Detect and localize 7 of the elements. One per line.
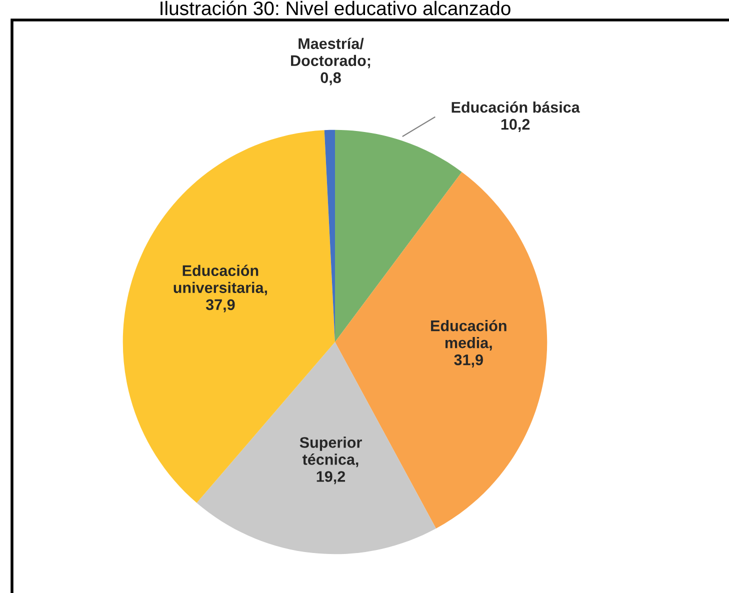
slice-label: Educación media, 31,9: [431, 320, 506, 368]
slice-label: Educación básica 10,2: [452, 101, 580, 132]
slice-label: Maestría/ Doctorado; 0,8: [291, 38, 370, 86]
slice-label: Superior técnica, 19,2: [300, 436, 362, 484]
pie-slice: [196, 342, 436, 554]
slice-label: Educación universitaria, 37,9: [174, 264, 267, 312]
chart-title: Ilustración 30: Nivel educativo alcanzado: [160, 0, 510, 16]
